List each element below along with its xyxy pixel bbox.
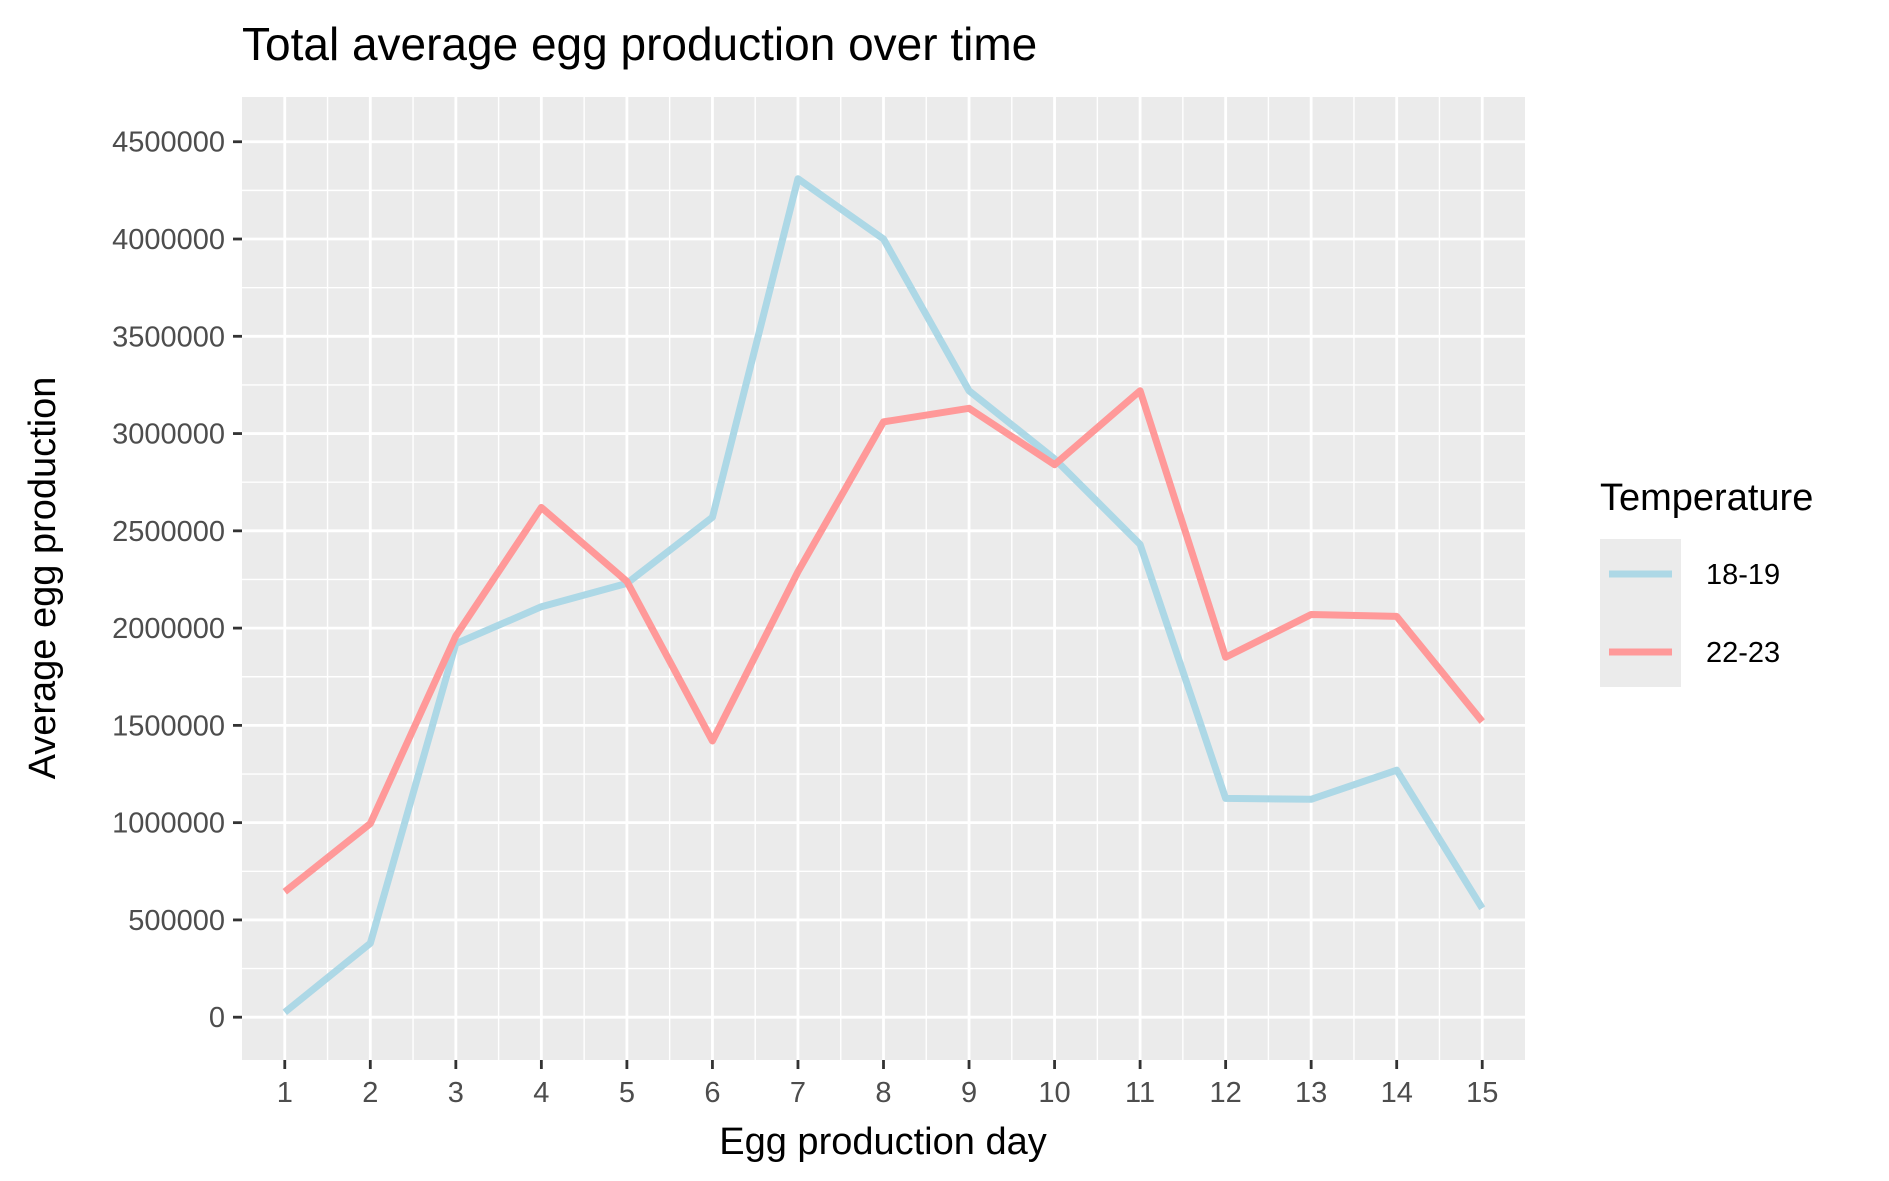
x-tick-label: 5 [619,1077,635,1109]
x-tick-label: 12 [1210,1077,1242,1109]
x-axis: 1 2 3 4 5 6 7 8 9 10 11 12 13 14 15 [277,1060,1498,1109]
y-tick-label: 2500000 [112,516,225,548]
x-tick-label: 9 [961,1077,977,1109]
y-tick-label: 4000000 [112,224,225,256]
y-tick-label: 1000000 [112,808,225,840]
x-tick-label: 3 [448,1077,464,1109]
series-lines [282,175,1486,1016]
y-axis: 0 500000 1000000 1500000 2000000 2500000 30000… [112,127,242,1034]
major-gridlines [242,97,1525,1060]
x-tick-label: 2 [362,1077,378,1109]
y-tick-label: 3000000 [112,419,225,451]
legend-label-22-23: 22-23 [1706,637,1780,669]
x-tick-label: 10 [1038,1077,1070,1109]
legend-label-18-19: 18-19 [1706,559,1780,591]
y-tick-label: 0 [209,1002,225,1034]
x-tick-label: 15 [1466,1077,1498,1109]
x-tick-label: 6 [704,1077,720,1109]
x-tick-label: 14 [1381,1077,1413,1109]
legend: Temperature 18-19 22-23 [1600,477,1813,687]
y-tick-label: 500000 [128,905,225,937]
legend-keys-background [1600,539,1681,687]
x-tick-label: 11 [1125,1077,1155,1109]
x-axis-title: Egg production day [719,1121,1046,1163]
y-tick-label: 2000000 [112,613,225,645]
legend-title: Temperature [1600,477,1813,519]
series-line-22-23 [282,387,1485,895]
chart-title: Total average egg production over time [242,18,1037,70]
y-axis-title: Average egg production [22,377,64,780]
x-tick-label: 13 [1295,1077,1327,1109]
y-tick-label: 4500000 [112,127,225,159]
x-tick-label: 4 [533,1077,549,1109]
y-tick-label: 3500000 [112,321,225,353]
x-tick-label: 1 [277,1077,293,1109]
x-tick-label: 7 [790,1077,806,1109]
x-tick-label: 8 [875,1077,891,1109]
series-line-18-19 [282,175,1486,1016]
y-tick-label: 1500000 [112,710,225,742]
